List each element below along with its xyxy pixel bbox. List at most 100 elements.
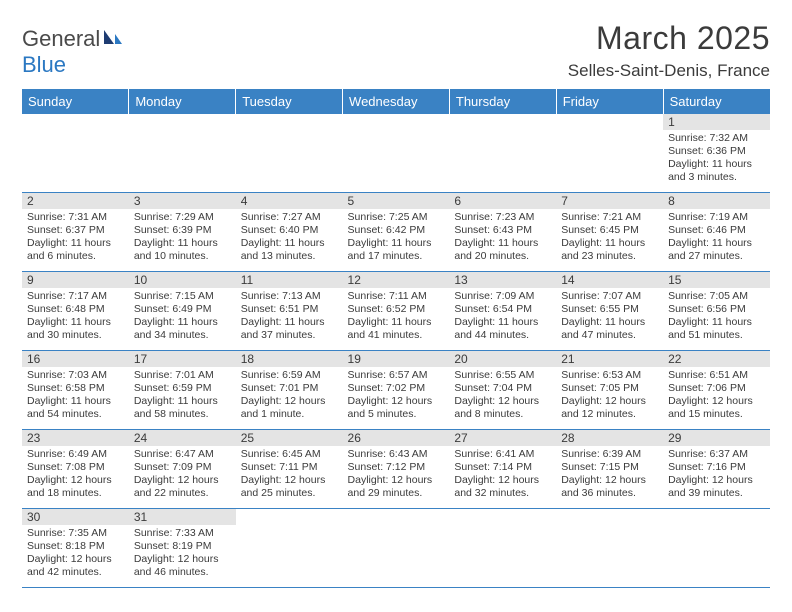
week-row: 16Sunrise: 7:03 AMSunset: 6:58 PMDayligh… xyxy=(22,351,770,430)
day-number: 13 xyxy=(449,272,556,288)
daylight-text: Daylight: 12 hours and 18 minutes. xyxy=(27,474,124,500)
day-cell-inner: 30Sunrise: 7:35 AMSunset: 8:18 PMDayligh… xyxy=(22,509,129,587)
sunrise-text: Sunrise: 6:43 AM xyxy=(348,448,445,461)
logo-word-2: Blue xyxy=(22,52,66,77)
sunset-text: Sunset: 6:45 PM xyxy=(561,224,658,237)
sunrise-text: Sunrise: 7:32 AM xyxy=(668,132,765,145)
daylight-text: Daylight: 12 hours and 8 minutes. xyxy=(454,395,551,421)
sunrise-text: Sunrise: 7:01 AM xyxy=(134,369,231,382)
sunset-text: Sunset: 7:14 PM xyxy=(454,461,551,474)
day-cell-inner xyxy=(556,114,663,192)
daylight-text: Daylight: 11 hours and 58 minutes. xyxy=(134,395,231,421)
daylight-text: Daylight: 11 hours and 20 minutes. xyxy=(454,237,551,263)
day-cell: 2Sunrise: 7:31 AMSunset: 6:37 PMDaylight… xyxy=(22,193,129,272)
day-details: Sunrise: 7:01 AMSunset: 6:59 PMDaylight:… xyxy=(129,367,236,425)
page-header: GeneralBlue March 2025 Selles-Saint-Deni… xyxy=(22,20,770,81)
sunrise-text: Sunrise: 7:09 AM xyxy=(454,290,551,303)
day-number: 7 xyxy=(556,193,663,209)
sunset-text: Sunset: 7:01 PM xyxy=(241,382,338,395)
day-cell-inner xyxy=(236,509,343,587)
logo-text: GeneralBlue xyxy=(22,26,124,78)
day-number: 20 xyxy=(449,351,556,367)
day-details: Sunrise: 7:29 AMSunset: 6:39 PMDaylight:… xyxy=(129,209,236,267)
dayhead-thu: Thursday xyxy=(449,89,556,114)
day-number: 23 xyxy=(22,430,129,446)
day-cell-inner: 16Sunrise: 7:03 AMSunset: 6:58 PMDayligh… xyxy=(22,351,129,429)
day-details: Sunrise: 7:07 AMSunset: 6:55 PMDaylight:… xyxy=(556,288,663,346)
day-cell: 27Sunrise: 6:41 AMSunset: 7:14 PMDayligh… xyxy=(449,430,556,509)
day-cell: 20Sunrise: 6:55 AMSunset: 7:04 PMDayligh… xyxy=(449,351,556,430)
day-cell xyxy=(343,509,450,588)
day-details: Sunrise: 7:21 AMSunset: 6:45 PMDaylight:… xyxy=(556,209,663,267)
day-number: 31 xyxy=(129,509,236,525)
day-cell-inner: 17Sunrise: 7:01 AMSunset: 6:59 PMDayligh… xyxy=(129,351,236,429)
day-details: Sunrise: 7:19 AMSunset: 6:46 PMDaylight:… xyxy=(663,209,770,267)
daylight-text: Daylight: 12 hours and 29 minutes. xyxy=(348,474,445,500)
day-cell-inner xyxy=(22,114,129,192)
daylight-text: Daylight: 12 hours and 25 minutes. xyxy=(241,474,338,500)
day-header-row: Sunday Monday Tuesday Wednesday Thursday… xyxy=(22,89,770,114)
day-details: Sunrise: 6:45 AMSunset: 7:11 PMDaylight:… xyxy=(236,446,343,504)
calendar-body: 1Sunrise: 7:32 AMSunset: 6:36 PMDaylight… xyxy=(22,114,770,588)
day-number: 11 xyxy=(236,272,343,288)
day-cell: 1Sunrise: 7:32 AMSunset: 6:36 PMDaylight… xyxy=(663,114,770,193)
daylight-text: Daylight: 12 hours and 39 minutes. xyxy=(668,474,765,500)
title-block: March 2025 Selles-Saint-Denis, France xyxy=(568,20,770,81)
sunset-text: Sunset: 7:06 PM xyxy=(668,382,765,395)
day-details: Sunrise: 7:35 AMSunset: 8:18 PMDaylight:… xyxy=(22,525,129,583)
day-cell-inner xyxy=(236,114,343,192)
sunset-text: Sunset: 8:19 PM xyxy=(134,540,231,553)
day-number: 10 xyxy=(129,272,236,288)
sunrise-text: Sunrise: 7:11 AM xyxy=(348,290,445,303)
day-details xyxy=(449,116,556,121)
daylight-text: Daylight: 12 hours and 12 minutes. xyxy=(561,395,658,421)
day-cell: 16Sunrise: 7:03 AMSunset: 6:58 PMDayligh… xyxy=(22,351,129,430)
sunrise-text: Sunrise: 7:33 AM xyxy=(134,527,231,540)
sunrise-text: Sunrise: 6:37 AM xyxy=(668,448,765,461)
day-cell-inner: 3Sunrise: 7:29 AMSunset: 6:39 PMDaylight… xyxy=(129,193,236,271)
daylight-text: Daylight: 12 hours and 36 minutes. xyxy=(561,474,658,500)
day-details: Sunrise: 7:11 AMSunset: 6:52 PMDaylight:… xyxy=(343,288,450,346)
day-details xyxy=(129,116,236,121)
day-cell: 17Sunrise: 7:01 AMSunset: 6:59 PMDayligh… xyxy=(129,351,236,430)
day-cell-inner: 10Sunrise: 7:15 AMSunset: 6:49 PMDayligh… xyxy=(129,272,236,350)
day-cell-inner: 2Sunrise: 7:31 AMSunset: 6:37 PMDaylight… xyxy=(22,193,129,271)
day-cell xyxy=(449,114,556,193)
sunset-text: Sunset: 6:37 PM xyxy=(27,224,124,237)
sunrise-text: Sunrise: 7:35 AM xyxy=(27,527,124,540)
day-cell: 21Sunrise: 6:53 AMSunset: 7:05 PMDayligh… xyxy=(556,351,663,430)
day-cell-inner xyxy=(343,509,450,587)
day-cell-inner: 13Sunrise: 7:09 AMSunset: 6:54 PMDayligh… xyxy=(449,272,556,350)
sunrise-text: Sunrise: 7:21 AM xyxy=(561,211,658,224)
day-cell xyxy=(343,114,450,193)
day-cell-inner: 12Sunrise: 7:11 AMSunset: 6:52 PMDayligh… xyxy=(343,272,450,350)
day-cell-inner xyxy=(449,114,556,192)
day-cell xyxy=(663,509,770,588)
day-cell-inner: 24Sunrise: 6:47 AMSunset: 7:09 PMDayligh… xyxy=(129,430,236,508)
day-number: 8 xyxy=(663,193,770,209)
day-cell xyxy=(236,509,343,588)
day-number: 5 xyxy=(343,193,450,209)
sunset-text: Sunset: 7:08 PM xyxy=(27,461,124,474)
day-cell-inner: 5Sunrise: 7:25 AMSunset: 6:42 PMDaylight… xyxy=(343,193,450,271)
sunrise-text: Sunrise: 7:05 AM xyxy=(668,290,765,303)
day-cell-inner: 25Sunrise: 6:45 AMSunset: 7:11 PMDayligh… xyxy=(236,430,343,508)
daylight-text: Daylight: 12 hours and 46 minutes. xyxy=(134,553,231,579)
day-cell: 28Sunrise: 6:39 AMSunset: 7:15 PMDayligh… xyxy=(556,430,663,509)
sunrise-text: Sunrise: 7:31 AM xyxy=(27,211,124,224)
day-cell-inner: 20Sunrise: 6:55 AMSunset: 7:04 PMDayligh… xyxy=(449,351,556,429)
sunset-text: Sunset: 7:15 PM xyxy=(561,461,658,474)
day-details: Sunrise: 6:59 AMSunset: 7:01 PMDaylight:… xyxy=(236,367,343,425)
day-cell: 9Sunrise: 7:17 AMSunset: 6:48 PMDaylight… xyxy=(22,272,129,351)
day-details xyxy=(343,116,450,121)
location-text: Selles-Saint-Denis, France xyxy=(568,61,770,81)
daylight-text: Daylight: 11 hours and 10 minutes. xyxy=(134,237,231,263)
day-details: Sunrise: 6:55 AMSunset: 7:04 PMDaylight:… xyxy=(449,367,556,425)
week-row: 2Sunrise: 7:31 AMSunset: 6:37 PMDaylight… xyxy=(22,193,770,272)
day-cell: 24Sunrise: 6:47 AMSunset: 7:09 PMDayligh… xyxy=(129,430,236,509)
day-number: 15 xyxy=(663,272,770,288)
week-row: 23Sunrise: 6:49 AMSunset: 7:08 PMDayligh… xyxy=(22,430,770,509)
day-cell xyxy=(556,509,663,588)
day-cell-inner xyxy=(663,509,770,587)
day-cell-inner: 28Sunrise: 6:39 AMSunset: 7:15 PMDayligh… xyxy=(556,430,663,508)
